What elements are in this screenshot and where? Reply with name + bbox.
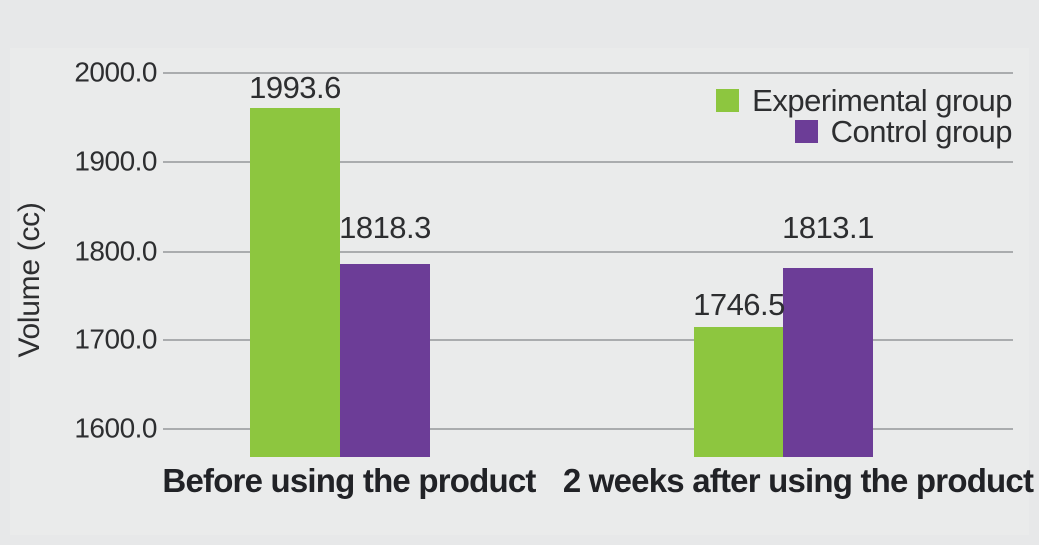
y-tick-label: 2000.0 <box>74 56 157 88</box>
gridline <box>163 161 1013 163</box>
bar-control-group <box>783 268 873 457</box>
bar-experimental-group <box>694 327 784 457</box>
legend-label-experimental: Experimental group <box>752 83 1012 118</box>
x-axis-label-before: Before using the product <box>162 462 536 499</box>
y-tick-label: 1800.0 <box>74 235 157 267</box>
y-tick-label: 1600.0 <box>74 412 157 444</box>
data-label: 1746.5 <box>693 287 785 322</box>
x-axis-label-after: 2 weeks after using the product <box>562 462 1034 499</box>
data-label: 1818.3 <box>339 210 431 245</box>
gridline <box>163 251 1013 253</box>
y-axis-title: Volume (cc) <box>13 202 46 358</box>
data-label: 1993.6 <box>249 70 341 105</box>
gridline <box>163 428 1013 430</box>
gridline <box>163 339 1013 341</box>
bar-experimental-group <box>250 108 340 457</box>
bar-control-group <box>340 264 430 457</box>
legend: Experimental group Control group <box>716 85 1013 149</box>
legend-swatch-experimental <box>716 89 740 112</box>
y-tick-label: 1900.0 <box>74 145 157 177</box>
data-label: 1813.1 <box>782 210 874 245</box>
legend-item-control: Control group <box>794 114 1013 149</box>
legend-label-control: Control group <box>830 114 1013 149</box>
gridline <box>163 72 1013 74</box>
y-tick-label: 1700.0 <box>74 323 157 355</box>
legend-swatch-control <box>794 120 818 143</box>
legend-item-experimental: Experimental group <box>716 85 1012 116</box>
